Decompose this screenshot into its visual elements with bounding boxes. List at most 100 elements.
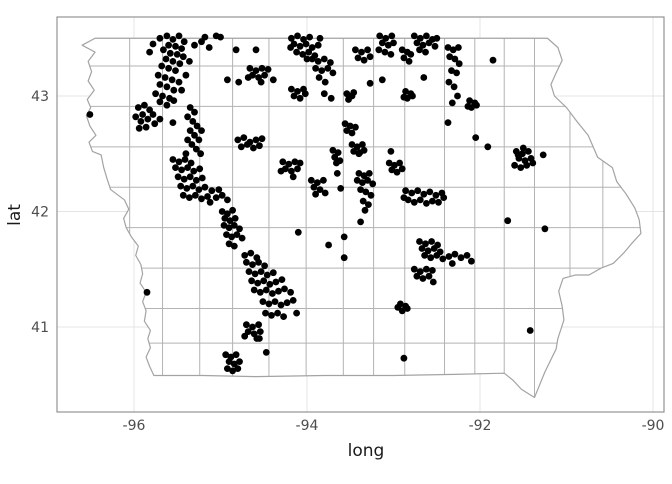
data-point	[402, 187, 409, 195]
data-point	[435, 198, 442, 206]
data-point	[263, 271, 271, 279]
data-point	[294, 88, 301, 95]
data-point	[424, 247, 432, 255]
data-point	[278, 276, 286, 283]
data-point	[186, 194, 193, 202]
data-point	[277, 301, 285, 309]
data-point	[378, 39, 386, 47]
data-point	[310, 183, 318, 191]
data-point	[369, 180, 377, 188]
data-point	[181, 156, 189, 163]
data-point	[215, 186, 223, 194]
data-point	[289, 297, 297, 304]
data-point	[455, 44, 462, 51]
data-point	[484, 143, 492, 151]
data-point	[362, 188, 370, 196]
data-point	[472, 134, 480, 142]
data-point	[223, 231, 230, 239]
data-point	[350, 89, 358, 96]
data-point	[165, 64, 173, 72]
data-point	[348, 141, 356, 148]
data-point	[320, 176, 327, 184]
data-point	[261, 262, 268, 270]
data-point	[288, 167, 295, 175]
data-point	[294, 165, 301, 173]
data-point	[400, 54, 408, 62]
data-point	[421, 252, 428, 259]
data-point	[151, 120, 159, 128]
data-point	[314, 41, 322, 49]
data-point	[427, 254, 435, 262]
data-point	[191, 108, 198, 116]
data-point	[340, 254, 348, 262]
data-point	[269, 269, 277, 277]
data-point	[428, 238, 435, 245]
data-point	[163, 32, 171, 40]
data-point	[422, 48, 429, 56]
data-point	[182, 71, 190, 79]
data-point	[305, 48, 313, 56]
data-point	[429, 267, 436, 274]
data-point	[235, 78, 243, 86]
data-point	[320, 90, 328, 98]
data-point	[361, 206, 369, 214]
data-point	[254, 279, 262, 287]
data-point	[139, 111, 147, 118]
x-tick-label: -96	[123, 418, 146, 434]
data-point	[306, 33, 313, 41]
data-point	[184, 113, 192, 121]
data-point	[529, 159, 537, 167]
data-point	[390, 39, 397, 47]
data-point	[234, 136, 242, 144]
data-point	[489, 56, 497, 64]
x-tick-label: -90	[642, 418, 665, 434]
data-point	[252, 46, 260, 54]
data-point	[152, 90, 160, 98]
data-point	[258, 135, 266, 143]
data-point	[400, 194, 408, 202]
data-point	[378, 76, 386, 84]
data-point	[429, 278, 437, 286]
data-point	[288, 34, 295, 42]
data-point	[269, 290, 276, 297]
data-point	[162, 55, 170, 63]
data-point	[240, 134, 248, 142]
data-point	[539, 151, 547, 159]
data-point	[400, 354, 408, 362]
data-point	[241, 332, 249, 340]
data-point	[517, 164, 525, 172]
data-point	[247, 249, 255, 257]
data-point	[448, 99, 456, 107]
data-point	[161, 74, 169, 81]
data-point	[343, 127, 351, 134]
data-point	[388, 166, 396, 174]
data-point	[248, 277, 256, 285]
data-point	[316, 186, 324, 194]
data-point	[541, 225, 549, 233]
data-point	[413, 39, 421, 47]
data-point	[444, 119, 452, 126]
data-point	[511, 161, 518, 169]
data-point	[314, 58, 322, 65]
data-point	[163, 101, 171, 109]
data-point	[321, 78, 329, 86]
data-point	[302, 40, 310, 48]
y-axis-title: lat	[5, 204, 25, 226]
data-point	[191, 131, 198, 139]
data-point	[425, 39, 433, 47]
data-point	[321, 189, 329, 197]
data-point	[169, 119, 177, 126]
data-point	[192, 191, 199, 199]
data-point	[432, 191, 440, 199]
data-point	[303, 55, 311, 63]
data-point	[170, 97, 178, 104]
data-point	[324, 64, 332, 72]
data-point	[294, 32, 301, 40]
data-point	[233, 231, 241, 239]
data-point	[468, 257, 475, 265]
data-point	[230, 222, 238, 229]
data-point	[196, 165, 204, 173]
data-point	[426, 188, 434, 196]
data-point	[320, 55, 328, 63]
data-point	[205, 44, 213, 51]
